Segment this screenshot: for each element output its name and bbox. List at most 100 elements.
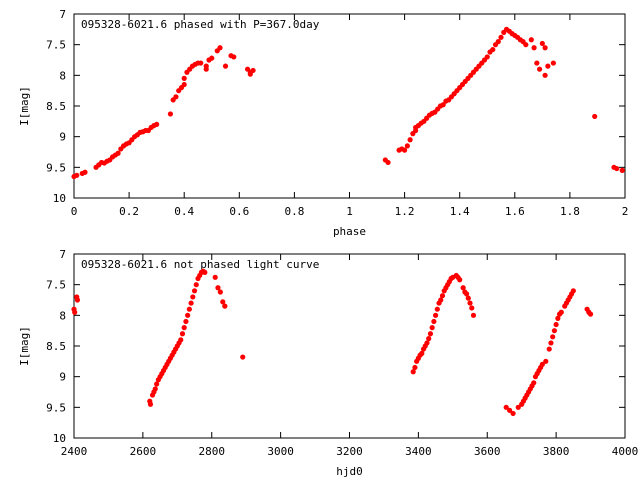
- data-point: [439, 293, 446, 299]
- data-point: [222, 303, 228, 309]
- data-point: [507, 407, 513, 413]
- data-point: [551, 328, 558, 334]
- data-point: [419, 350, 425, 356]
- y-tick-label: 8: [59, 309, 66, 322]
- data-point: [463, 291, 470, 297]
- data-point: [215, 285, 221, 291]
- data-point: [498, 34, 504, 40]
- data-point: [536, 66, 543, 72]
- data-point: [240, 354, 246, 360]
- phased-light-curve-panel: 095328-6021.6 phased with P=367.0day pha…: [18, 8, 628, 238]
- data-point: [550, 334, 556, 340]
- data-point: [154, 121, 160, 127]
- data-point: [410, 369, 416, 375]
- y-axis-label: I[mag]: [18, 326, 31, 366]
- data-point: [147, 401, 154, 407]
- y-axis-label: I[mag]: [18, 86, 31, 126]
- data-point: [503, 404, 509, 410]
- data-point: [202, 269, 208, 275]
- x-tick-label: 0.4: [174, 205, 194, 218]
- data-point: [515, 404, 521, 410]
- data-point: [217, 45, 223, 51]
- x-tick-label: 0.8: [284, 205, 304, 218]
- data-point: [183, 318, 189, 325]
- data-point: [173, 94, 179, 100]
- y-tick-label: 9.5: [46, 161, 66, 174]
- x-tick-label: 3000: [267, 445, 294, 458]
- data-point: [555, 315, 561, 321]
- data-point: [548, 340, 554, 346]
- data-point: [198, 60, 204, 66]
- x-tick-label: 0.2: [119, 205, 139, 218]
- x-tick-label: 1.4: [450, 205, 470, 218]
- data-point: [429, 325, 435, 331]
- data-point: [542, 72, 548, 78]
- tick-group: 0 0.2 0.4 0.6 0.8 1 1.2 1.4 1.6 1.8 2 7 7.5 8 8.5 9 9.5 1…: [46, 8, 628, 218]
- data-point: [531, 45, 537, 51]
- data-point: [484, 54, 490, 60]
- data-point: [539, 361, 545, 367]
- data-point: [539, 40, 545, 47]
- data-point: [431, 318, 437, 325]
- data-point: [191, 288, 198, 294]
- data-point: [82, 169, 88, 175]
- data-point: [181, 75, 187, 81]
- y-tick-label: 10: [53, 192, 66, 205]
- x-axis-label: hjd0: [336, 465, 363, 478]
- data-point: [528, 37, 534, 43]
- data-point: [534, 60, 540, 66]
- data-point: [427, 331, 434, 337]
- data-point: [209, 55, 215, 61]
- data-point: [570, 288, 576, 294]
- data-point: [426, 336, 432, 342]
- data-point: [592, 113, 598, 120]
- x-tick-label: 0.6: [229, 205, 249, 218]
- data-point: [424, 340, 430, 346]
- data-point: [404, 143, 410, 149]
- unphased-light-curve-panel: 095328-6021.6 not phased light curve hjd…: [18, 248, 638, 478]
- data-point: [558, 309, 564, 315]
- x-tick-label: 3200: [336, 445, 363, 458]
- data-point: [467, 300, 473, 306]
- data-point: [154, 381, 160, 387]
- x-tick-label: 1: [346, 205, 353, 218]
- data-point: [619, 167, 625, 173]
- y-tick-label: 7: [59, 248, 66, 261]
- x-tick-label: 2400: [61, 445, 88, 458]
- x-tick-label: 3800: [543, 445, 570, 458]
- data-point: [74, 297, 81, 303]
- data-point: [212, 274, 218, 280]
- data-point: [523, 42, 529, 48]
- data-point: [542, 45, 548, 51]
- y-tick-label: 8: [59, 69, 66, 82]
- data-point: [440, 102, 446, 108]
- x-tick-label: 3400: [405, 445, 432, 458]
- data-point: [152, 386, 158, 392]
- data-point: [222, 63, 229, 69]
- data-point: [587, 311, 594, 317]
- data-points: [71, 268, 594, 417]
- y-tick-label: 9.5: [46, 401, 66, 414]
- data-point: [247, 71, 253, 77]
- data-point: [490, 46, 496, 53]
- y-tick-label: 9: [59, 131, 66, 144]
- data-point: [470, 312, 477, 318]
- data-point: [402, 147, 408, 153]
- y-tick-label: 8.5: [46, 100, 66, 113]
- data-point: [217, 289, 223, 295]
- y-tick-label: 7.5: [46, 279, 66, 292]
- data-point: [543, 358, 549, 364]
- x-tick-label: 2: [622, 205, 629, 218]
- data-point: [407, 137, 413, 143]
- x-tick-label: 1.6: [505, 205, 525, 218]
- y-tick-label: 8.5: [46, 340, 66, 353]
- data-point: [546, 346, 552, 352]
- x-tick-label: 1.2: [395, 205, 415, 218]
- data-point: [115, 150, 121, 156]
- plot-title: 095328-6021.6 phased with P=367.0day: [81, 18, 320, 31]
- data-point: [545, 63, 551, 69]
- data-point: [432, 312, 439, 318]
- y-tick-label: 7.5: [46, 39, 66, 52]
- data-point: [188, 300, 194, 306]
- data-point: [495, 39, 501, 45]
